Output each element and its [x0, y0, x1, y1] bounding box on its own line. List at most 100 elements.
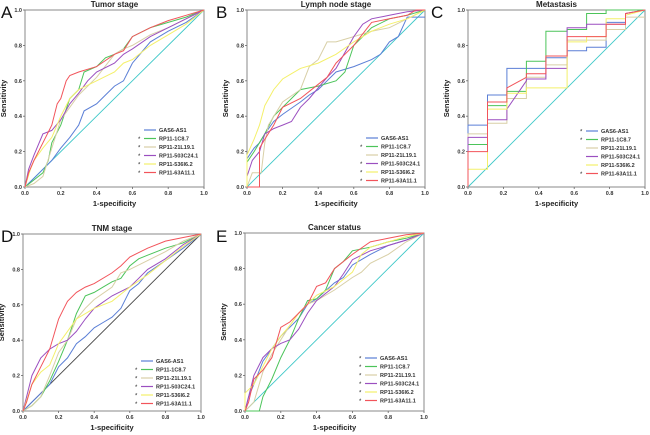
legend: GAS6-AS1 * RP11-1C8.7 * RP11-21L19.1 * RP11-50… [135, 359, 195, 408]
y-tick-label: 1.0 [12, 232, 20, 238]
x-tick-label: 0.2 [55, 415, 63, 421]
roc-curve-rp11-21l19-1 [24, 9, 205, 188]
roc-curve-rp11-503c24-1 [244, 232, 425, 412]
panel-C: C Metastasis 0.0 0.2 0.4 0.6 0.8 1.0 0.0 0.2 0.4 0.… [431, 0, 649, 208]
legend: * GAS6-AS1 * RP11-1C8.7 RP11-21L19.1 RP11-503… [580, 129, 640, 178]
significance-star: * [138, 154, 141, 160]
legend-label: RP11-536I6.2 [381, 170, 415, 176]
legend-label: RP11-21L19.1 [381, 153, 416, 159]
y-tick-label: 0.2 [236, 150, 244, 156]
legend-label: RP11-63A11.1 [159, 171, 195, 177]
legend: * GAS6-AS1 * RP11-1C8.7 * RP11-21L19.1 * RP11-5… [359, 356, 419, 405]
significance-star: * [135, 377, 138, 383]
x-tick-label: 1.0 [421, 191, 429, 197]
x-tick-label: 0.8 [384, 415, 392, 421]
x-axis-label: 1-specificity [313, 423, 357, 432]
panel-E: E Cancer status 0.0 0.2 0.4 0.6 0.8 1.0 0.0 0.2 0.… [216, 223, 428, 432]
x-axis-label: 1-specificity [90, 423, 134, 432]
x-tick-label: 0.2 [279, 191, 287, 197]
y-tick-label: 0.6 [12, 303, 20, 309]
roc-curve-rp11-536i6-2 [246, 9, 426, 187]
y-tick-label: 1.0 [457, 8, 465, 14]
x-tick-label: 0.8 [386, 191, 394, 197]
legend-label: RP11-21L19.1 [159, 145, 194, 151]
significance-star: * [359, 382, 362, 388]
reference-line [467, 9, 646, 188]
panel-A: A Tumor stage 0.0 0.2 0.4 0.6 0.8 1.0 0.0 0.2 0.4 0… [0, 0, 208, 208]
legend-label: RP11-503C24.1 [380, 382, 419, 388]
roc-curve-rp11-503c24-1 [24, 9, 205, 188]
x-tick-label: 0.2 [277, 415, 285, 421]
x-tick-label: 0.0 [243, 191, 251, 197]
significance-star: * [138, 146, 141, 152]
legend-label: RP11-63A11.1 [156, 402, 192, 408]
x-tick-label: 1.0 [197, 415, 205, 421]
y-tick-label: 0.4 [14, 114, 23, 120]
y-tick-label: 0.8 [14, 43, 22, 49]
x-axis-label: 1-specificity [93, 199, 137, 208]
legend-label: GAS6-AS1 [381, 136, 409, 142]
legend-label: GAS6-AS1 [156, 359, 184, 365]
significance-star: * [138, 171, 141, 177]
chart-title: Cancer status [308, 223, 361, 232]
roc-curve-rp11-21l19-1 [22, 233, 202, 412]
legend-label: RP11-536I6.2 [159, 162, 193, 168]
roc-curve-rp11-503c24-1 [246, 9, 426, 187]
y-tick-label: 0.2 [457, 150, 465, 156]
legend-label: RP11-1C8.7 [380, 365, 410, 371]
x-tick-label: 0.8 [606, 191, 614, 197]
legend-label: RP11-21L19.1 [601, 146, 636, 152]
roc-curve-gas6-as1 [22, 233, 202, 412]
significance-star: * [135, 394, 138, 400]
y-tick-label: 0.0 [234, 409, 242, 415]
x-tick-label: 0.4 [314, 191, 323, 197]
significance-star: * [359, 357, 362, 363]
significance-star: * [135, 368, 138, 374]
roc-curve-rp11-536i6-2 [22, 233, 202, 412]
significance-star: * [360, 145, 363, 151]
y-tick-label: 0.8 [236, 43, 244, 49]
legend-label: GAS6-AS1 [601, 129, 629, 135]
x-tick-label: 0.6 [570, 191, 578, 197]
x-tick-label: 0.2 [500, 191, 508, 197]
roc-curve-rp11-1c8-7 [246, 9, 426, 187]
y-axis-label: Sensitivity [0, 79, 8, 117]
y-tick-label: 0.0 [14, 185, 22, 191]
legend-label: RP11-503C24.1 [601, 155, 640, 161]
legend-label: GAS6-AS1 [380, 356, 408, 362]
y-tick-label: 0.0 [236, 185, 244, 191]
y-tick-label: 0.6 [234, 302, 242, 308]
chart-title: TNM stage [92, 224, 133, 233]
x-tick-label: 0.4 [93, 191, 102, 197]
reference-line [246, 9, 426, 188]
legend-label: RP11-536I6.2 [380, 390, 414, 396]
significance-star: * [580, 172, 583, 178]
y-axis-label: Sensitivity [219, 302, 228, 340]
chart-title: Metastasis [536, 0, 577, 9]
significance-star: * [360, 179, 363, 185]
x-tick-label: 0.0 [464, 191, 472, 197]
legend-label: RP11-63A11.1 [381, 179, 417, 185]
legend-label: RP11-1C8.7 [159, 137, 189, 143]
panel-letter: A [1, 3, 13, 22]
y-tick-label: 0.6 [14, 79, 22, 85]
chart-title: Tumor stage [91, 0, 139, 9]
roc-curve-rp11-63a11-1 [467, 9, 646, 187]
panel-D: D TNM stage 0.0 0.2 0.4 0.6 0.8 1.0 0.0 0.2 0.4 0.6… [0, 224, 205, 432]
legend-label: RP11-536I6.2 [601, 163, 635, 169]
y-tick-label: 0.2 [12, 374, 20, 380]
x-tick-label: 0.0 [21, 191, 29, 197]
legend-label: RP11-1C8.7 [381, 145, 411, 151]
legend-label: RP11-503C24.1 [159, 154, 198, 160]
roc-curve-rp11-1c8-7 [22, 233, 202, 412]
significance-star: * [359, 391, 362, 397]
x-tick-label: 0.8 [162, 415, 170, 421]
significance-star: * [359, 365, 362, 371]
y-tick-label: 0.8 [234, 267, 242, 273]
roc-curve-rp11-21l19-1 [244, 232, 425, 412]
legend-label: RP11-503C24.1 [381, 162, 420, 168]
roc-curve-rp11-63a11-1 [247, 9, 425, 188]
x-tick-label: 0.0 [19, 415, 27, 421]
y-axis-label: Sensitivity [442, 79, 451, 117]
y-axis-label: Sensitivity [0, 303, 6, 341]
